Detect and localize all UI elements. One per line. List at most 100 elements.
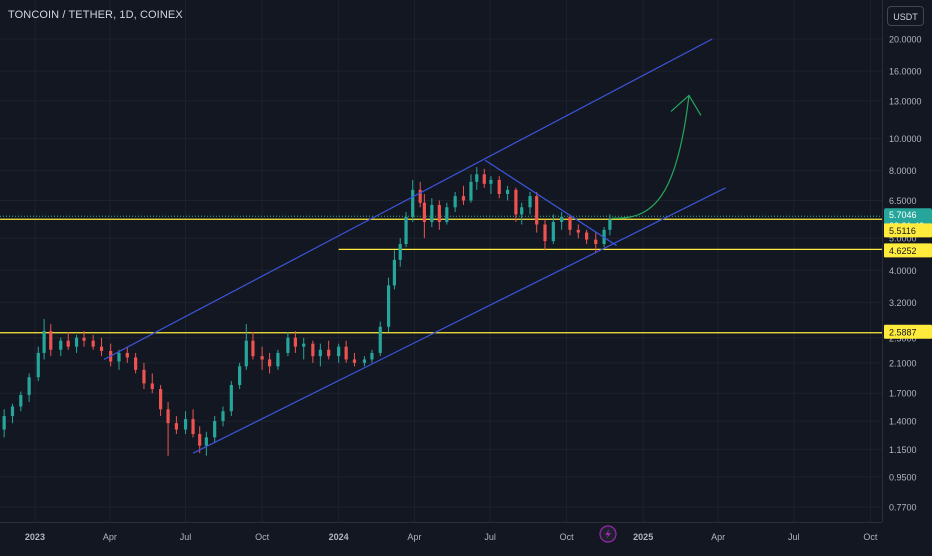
price-level-value: 4.6252	[889, 246, 917, 256]
price-axis[interactable]: 20.0000 16.0000 13.0000 10.0000 8.0000 6.5000…	[882, 0, 932, 522]
price-chart[interactable]	[0, 0, 882, 522]
price-level-value: 5.5116	[889, 226, 916, 236]
candle-body	[327, 349, 331, 357]
candle-body	[528, 196, 532, 208]
candle-body	[520, 207, 524, 215]
candle-body	[36, 352, 40, 378]
candle-body	[302, 343, 306, 347]
candle-body	[576, 229, 580, 233]
time-tick-label: 2024	[329, 532, 349, 542]
chart-title: TONCOIN / TETHER, 1D, COINEX	[8, 9, 183, 21]
time-tick-label: Oct	[560, 532, 575, 542]
price-level-tag	[884, 243, 932, 258]
candle-body	[560, 216, 564, 222]
trend-line	[484, 159, 617, 247]
candle-body	[370, 352, 374, 360]
price-tick-label: 4.0000	[889, 266, 917, 276]
last-price-value: 5.7046	[889, 210, 917, 220]
candle-body	[229, 384, 233, 412]
candle-body	[158, 389, 163, 410]
projection-arrowhead	[670, 94, 702, 116]
candle-body	[608, 219, 612, 230]
price-level-tag	[884, 223, 932, 238]
candle-body	[505, 189, 510, 195]
candle-body	[166, 409, 170, 424]
price-tick-label: 6.5000	[889, 196, 917, 206]
candle-body	[445, 207, 449, 222]
candle-body	[198, 433, 202, 446]
horizontal-levels	[0, 215, 882, 334]
price-tick-label: 8.0000	[889, 166, 917, 176]
replay-icon[interactable]	[599, 525, 617, 543]
candle-body	[174, 423, 178, 430]
candle-body	[267, 359, 272, 367]
candle-body	[117, 352, 121, 362]
price-tick-label: 3.2000	[889, 298, 917, 308]
candle-body	[392, 259, 397, 286]
candle-body	[74, 337, 79, 347]
candle-body	[543, 224, 547, 242]
price-level-tag	[884, 324, 932, 339]
price-tick-label: 16.0000	[889, 67, 922, 77]
candle-body	[276, 352, 280, 367]
candle-body	[286, 337, 290, 353]
candle-body	[568, 216, 572, 230]
candle-body	[337, 346, 341, 357]
candle-body	[191, 419, 195, 434]
time-tick-label: 2023	[25, 532, 45, 542]
candle-body	[10, 406, 15, 417]
projection-curve	[612, 95, 690, 219]
candle-body	[82, 337, 86, 341]
price-level-value: 2.5887	[889, 327, 917, 337]
candle-body	[344, 346, 348, 360]
time-tick-label: Oct	[863, 532, 878, 542]
price-tick-label: 13.0000	[889, 96, 922, 106]
price-tick-label: 2.1000	[889, 358, 917, 368]
candle-body	[475, 174, 479, 182]
candle-body	[489, 179, 493, 184]
time-tick-label: Apr	[711, 532, 725, 542]
currency-button[interactable]: USDT	[887, 6, 924, 26]
candle-body	[437, 204, 441, 222]
trendline-drawings	[103, 38, 726, 454]
candle-body	[27, 377, 31, 395]
candle-body	[430, 204, 434, 222]
candle-body	[461, 196, 466, 201]
candle-body	[594, 239, 598, 245]
price-tick-label: 0.7700	[889, 503, 917, 513]
chart-grid	[0, 0, 882, 522]
time-tick-label: Oct	[255, 532, 270, 542]
candle-body	[142, 369, 146, 384]
candle-body	[2, 416, 6, 430]
trend-line	[103, 38, 713, 360]
time-tick-label: Apr	[407, 532, 421, 542]
price-tick-label: 5.0000	[889, 234, 917, 244]
candle-body	[514, 189, 518, 215]
price-tick-label: 10.0000	[889, 134, 922, 144]
candle-body	[386, 285, 391, 327]
candle-body	[362, 359, 367, 363]
candle-body	[535, 196, 539, 225]
time-tick-label: Jul	[180, 532, 192, 542]
candle-body	[251, 340, 255, 357]
candle-body	[585, 232, 589, 240]
candle-body	[150, 383, 154, 390]
candle-body	[125, 352, 129, 358]
candle-body	[398, 244, 402, 260]
trend-line	[192, 187, 726, 454]
candle-body	[134, 357, 138, 370]
candle-body	[183, 419, 188, 430]
candle-body	[213, 421, 217, 438]
candle-body	[49, 331, 53, 350]
time-axis[interactable]: 2023 Apr Jul Oct 2024 Apr Jul Oct 2025 Apr Jul Oct	[0, 522, 882, 551]
candle-body	[42, 331, 46, 353]
candle-body	[318, 349, 322, 357]
time-tick-label: Apr	[103, 532, 117, 542]
candle-body	[378, 326, 382, 353]
projection-arrow	[612, 94, 702, 219]
candle-body	[469, 181, 473, 201]
price-tick-label: 1.1500	[889, 445, 917, 455]
candle-body	[91, 340, 95, 347]
price-tick-label: 0.9500	[889, 472, 917, 482]
candle-body	[260, 356, 264, 360]
